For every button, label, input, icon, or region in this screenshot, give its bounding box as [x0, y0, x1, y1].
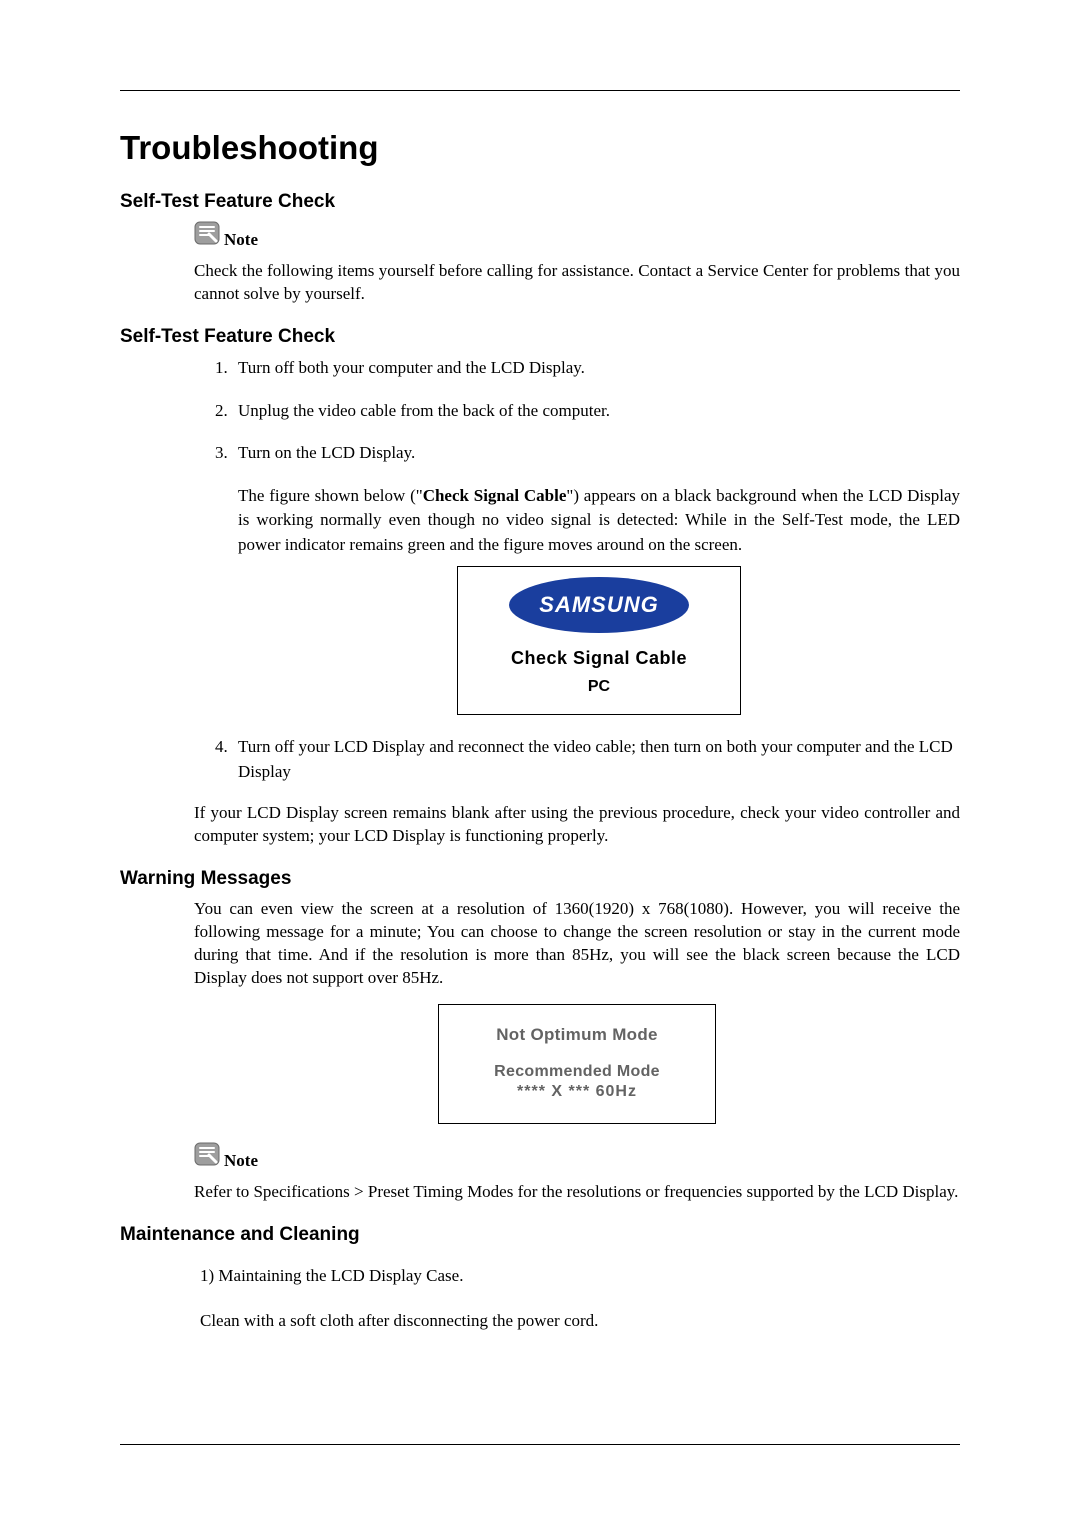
top-horizontal-rule: [120, 90, 960, 91]
step-item: Turn on the LCD Display. The figure show…: [232, 441, 960, 715]
mode-box-line1: Not Optimum Mode: [449, 1025, 705, 1045]
samsung-logo-oval: SAMSUNG: [509, 577, 689, 633]
step-text: Turn off your LCD Display and reconnect …: [238, 737, 953, 781]
document-page: Troubleshooting Self-Test Feature Check …: [0, 0, 1080, 1527]
check-signal-cable-figure: SAMSUNG Check Signal Cable PC: [457, 566, 741, 715]
note-label: Note: [224, 230, 258, 250]
warning-body-text: You can even view the screen at a resolu…: [194, 898, 960, 990]
step-extra-bold: Check Signal Cable: [423, 486, 567, 505]
warning-block: You can even view the screen at a resolu…: [194, 898, 960, 1204]
figure-line-1: Check Signal Cable: [470, 645, 728, 671]
section-heading-self-test-1: Self-Test Feature Check: [120, 191, 960, 213]
page-title: Troubleshooting: [120, 129, 960, 167]
note-body-text: Check the following items yourself befor…: [194, 260, 960, 306]
section-heading-maintenance: Maintenance and Cleaning: [120, 1224, 960, 1246]
self-test-steps-block: Turn off both your computer and the LCD …: [194, 356, 960, 848]
note-row: Note: [194, 221, 960, 250]
note-row: Note: [194, 1142, 960, 1171]
step-text: Turn off both your computer and the LCD …: [238, 358, 585, 377]
not-optimum-mode-figure: Not Optimum Mode Recommended Mode **** X…: [438, 1004, 716, 1124]
self-test-intro-block: Note Check the following items yourself …: [194, 221, 960, 306]
figure-line-2: PC: [470, 675, 728, 698]
mode-box-line2: Recommended Mode: [449, 1063, 705, 1081]
mode-box-line3: **** X *** 60Hz: [449, 1083, 705, 1101]
step-text: Unplug the video cable from the back of …: [238, 401, 610, 420]
step-extra-prefix: The figure shown below (": [238, 486, 423, 505]
samsung-logo-text: SAMSUNG: [539, 589, 658, 621]
maintenance-block: 1) Maintaining the LCD Display Case. Cle…: [194, 1262, 960, 1336]
note-icon: [194, 221, 220, 250]
step-item: Unplug the video cable from the back of …: [232, 399, 960, 424]
section-heading-warning: Warning Messages: [120, 868, 960, 890]
step-item: Turn off both your computer and the LCD …: [232, 356, 960, 381]
steps-list: Turn off both your computer and the LCD …: [194, 356, 960, 784]
maintenance-line2: Clean with a soft cloth after disconnect…: [200, 1307, 960, 1336]
step-item: Turn off your LCD Display and reconnect …: [232, 735, 960, 784]
note-icon: [194, 1142, 220, 1171]
section-heading-self-test-2: Self-Test Feature Check: [120, 326, 960, 348]
bottom-horizontal-rule: [120, 1444, 960, 1445]
after-steps-text: If your LCD Display screen remains blank…: [194, 802, 960, 848]
note-label: Note: [224, 1151, 258, 1171]
step-extra-text: The figure shown below ("Check Signal Ca…: [238, 484, 960, 558]
maintenance-line1: 1) Maintaining the LCD Display Case.: [200, 1262, 960, 1291]
warning-note-body: Refer to Specifications > Preset Timing …: [194, 1181, 960, 1204]
figure-inner: SAMSUNG Check Signal Cable PC: [458, 567, 740, 714]
step-text: Turn on the LCD Display.: [238, 443, 415, 462]
